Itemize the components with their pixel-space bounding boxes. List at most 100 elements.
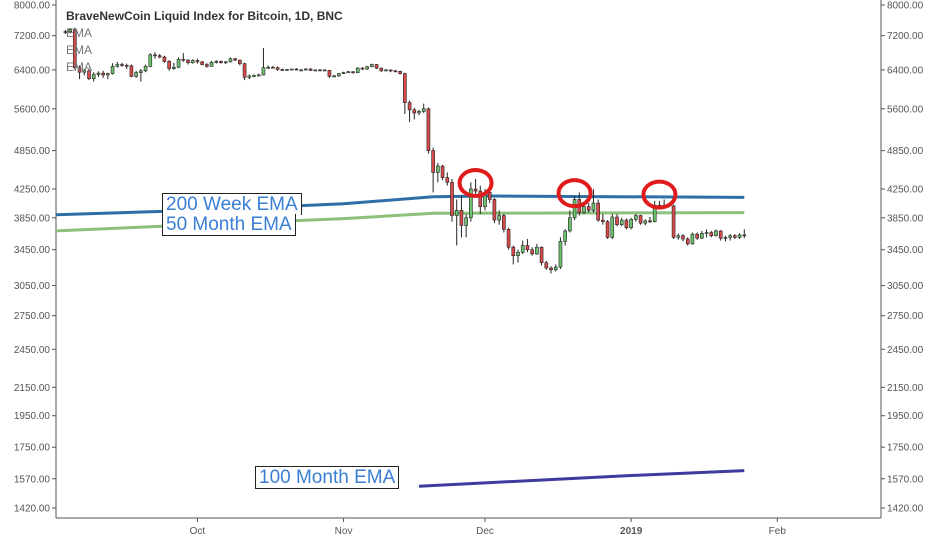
candle-body [124, 65, 129, 67]
candle-body [360, 67, 365, 70]
candle-body [459, 210, 464, 226]
candle-body [450, 181, 454, 216]
candle-body [252, 75, 256, 77]
candle-body [200, 61, 204, 65]
candle-body [299, 69, 303, 72]
candle-body [379, 67, 384, 72]
y-tick-label-right: 1750.00 [887, 443, 924, 454]
x-tick-label: Feb [769, 526, 787, 537]
y-tick-label-right: 1950.00 [887, 411, 924, 422]
candle-body [412, 109, 417, 114]
candle-body [195, 60, 200, 63]
y-tick-label-right: 3050.00 [887, 281, 924, 292]
candle-body [681, 235, 685, 240]
candle-body [63, 31, 68, 33]
y-tick-label-left: 4250.00 [14, 185, 51, 196]
candle-body [209, 61, 214, 67]
candle-body [289, 68, 294, 71]
y-tick-label-left: 1750.00 [14, 443, 51, 454]
candle-body [285, 69, 289, 71]
y-tick-label-left: 3850.00 [14, 213, 51, 224]
legend-item-ema: EMA [66, 60, 93, 74]
candle-body [610, 216, 615, 238]
candle-body [73, 29, 77, 68]
highlight-circle [641, 179, 678, 210]
candle-body [572, 199, 577, 219]
candle-body [238, 59, 242, 64]
candle-body [648, 220, 652, 223]
candle-body [318, 69, 322, 72]
candle-body [313, 69, 318, 72]
candle-body [558, 241, 563, 268]
candle-body [417, 111, 421, 114]
candle-body [110, 66, 115, 74]
candle-body [384, 69, 388, 72]
candle-body [553, 266, 558, 271]
candle-body [96, 72, 101, 75]
candle-body [742, 234, 747, 237]
candle-body [539, 246, 544, 263]
candle-body [341, 72, 346, 74]
chart-title: BraveNewCoin Liquid Index for Bitcoin, 1… [66, 9, 343, 23]
candle-body [643, 220, 648, 224]
candle-body [91, 74, 96, 79]
candle-body [266, 66, 270, 69]
candle-body [233, 58, 237, 61]
candle-body [101, 72, 105, 76]
candle-body [388, 69, 393, 72]
y-axis-left: 8000.00 7200.00 6400.00 5600.00 4850.00 4250.… [14, 1, 56, 515]
candle-body [586, 206, 591, 211]
candle-body [638, 215, 643, 224]
candle-body [492, 199, 497, 221]
candle-body [143, 66, 148, 72]
candle-body [77, 67, 82, 73]
candle-body [332, 75, 336, 78]
candle-body [275, 67, 280, 70]
candle-body [153, 54, 157, 57]
y-tick-label-left: 2150.00 [14, 383, 51, 394]
candle-body [690, 233, 695, 245]
annotation-50-month-ema: 50 Month EMA [162, 214, 296, 236]
y-tick-label-left: 2450.00 [14, 345, 51, 356]
y-tick-label-right: 8000.00 [887, 1, 924, 12]
y-tick-label-left: 8000.00 [14, 1, 51, 12]
candle-body [162, 56, 167, 62]
y-tick-label-left: 3050.00 [14, 281, 51, 292]
y-tick-label-right: 4250.00 [887, 185, 924, 196]
candle-body [511, 246, 516, 256]
candle-body [704, 232, 709, 234]
plot-frame [55, 0, 882, 519]
candle-body [733, 235, 737, 238]
annotation-200-week-ema: 200 Week EMA [162, 193, 302, 215]
candle-body [544, 262, 549, 269]
candle-body [469, 188, 473, 219]
ema-lines [55, 194, 745, 488]
candle-body [186, 59, 190, 64]
y-tick-label-right: 2150.00 [887, 383, 924, 394]
y-axis-right: 8000.00 7200.00 6400.00 5600.00 4850.00 4250.… [881, 1, 924, 515]
x-axis: Oct Nov Dec 2019 Feb [190, 518, 787, 537]
y-tick-label-left: 1950.00 [14, 411, 51, 422]
y-tick-label-right: 1420.00 [887, 504, 924, 515]
candle-body [530, 249, 534, 255]
legend-item-ema: EMA [66, 43, 93, 57]
candle-body [464, 217, 468, 226]
candle-body [247, 75, 252, 78]
y-tick-label-right: 4850.00 [887, 146, 924, 157]
candle-body [172, 66, 176, 69]
candle-body [228, 58, 233, 63]
candle-body [304, 68, 308, 71]
y-tick-label-right: 7200.00 [887, 31, 924, 42]
candle-body [619, 219, 624, 225]
legend-item-ema: EMA [66, 26, 93, 40]
candle-body [148, 54, 153, 67]
x-tick-label: Nov [335, 526, 353, 537]
highlight-circle [556, 178, 593, 209]
candle-body [506, 229, 511, 248]
y-tick-label-left: 1420.00 [14, 504, 51, 515]
candle-body [709, 232, 714, 237]
y-tick-label-left: 1570.00 [14, 474, 51, 485]
candle-body [549, 267, 553, 271]
candle-body [591, 202, 596, 211]
candle-body [615, 216, 619, 225]
